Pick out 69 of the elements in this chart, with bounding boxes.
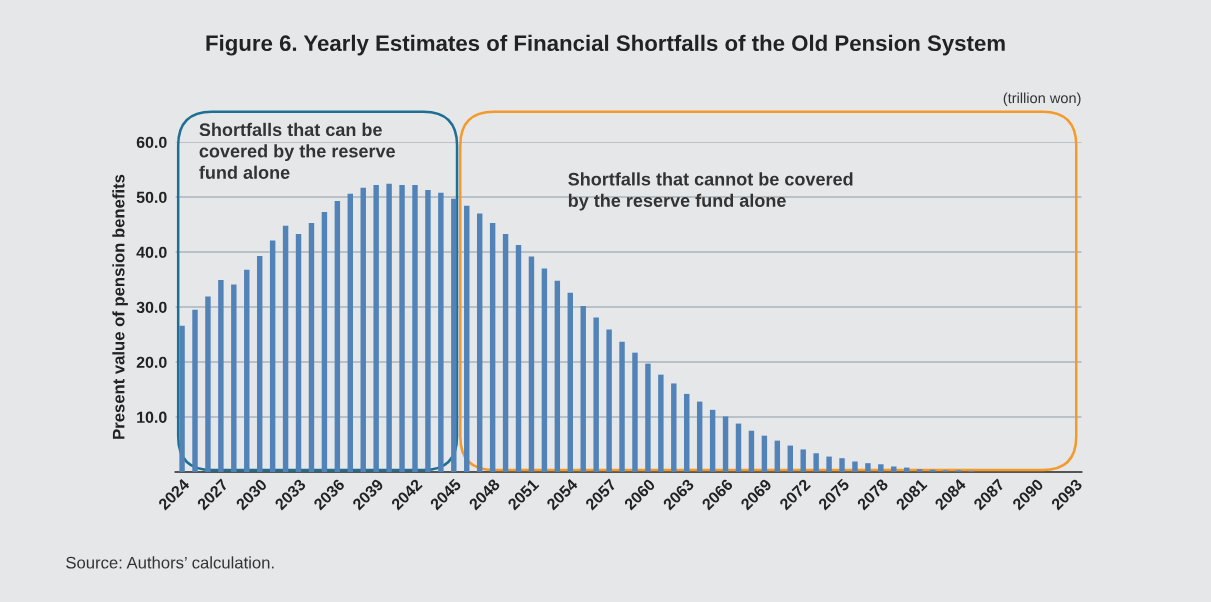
annotation: Shortfalls that can be covered by the reserve fund alone (199, 122, 395, 179)
bar (645, 363, 651, 472)
bar (748, 430, 755, 472)
bar (787, 445, 793, 472)
bar (671, 383, 677, 472)
y-axis-title: Present value of pension benefits (112, 174, 128, 439)
bar (761, 435, 768, 472)
bar (321, 211, 328, 472)
y-tick-label: 40.0 (136, 246, 167, 258)
bar (347, 193, 354, 472)
y-tick-label: 50.0 (136, 191, 167, 203)
y-tick-label: 60.0 (136, 136, 167, 149)
chart-title: Figure 6. Yearly Estimates of Financial Shortfalls of the Old Pension System (206, 34, 1005, 56)
bar (425, 189, 431, 472)
bar (554, 280, 561, 472)
bar (231, 284, 237, 472)
bar (399, 184, 405, 472)
bar (412, 184, 418, 472)
y-tick-label: 10.0 (137, 411, 167, 423)
bar (386, 183, 392, 472)
bar (580, 305, 586, 472)
bar (567, 292, 573, 472)
source-note: Source: Authors’ calculation. (66, 556, 274, 569)
bar (658, 374, 664, 472)
bar (826, 456, 832, 472)
bar (438, 192, 444, 472)
bar (282, 225, 289, 472)
annotation: Shortfalls that cannot be covered by the reserve fund alone (568, 172, 853, 211)
bar (878, 464, 884, 472)
bar (813, 453, 819, 472)
bar (205, 296, 211, 472)
bar (541, 268, 548, 472)
bar (852, 461, 858, 472)
bar (515, 244, 522, 472)
bar (774, 440, 781, 472)
bar (308, 222, 315, 472)
bar (593, 317, 599, 472)
bar (709, 409, 716, 472)
bar (269, 240, 276, 472)
bar (632, 352, 638, 472)
bar (528, 256, 535, 472)
bar (722, 416, 729, 472)
bar (502, 233, 509, 472)
bar (865, 463, 871, 472)
bar (606, 329, 612, 472)
bar (295, 233, 302, 472)
bar (735, 423, 742, 472)
bar (619, 341, 625, 472)
bar (360, 187, 366, 472)
bar (256, 255, 263, 472)
bar (684, 393, 690, 472)
bar (476, 213, 483, 472)
bar (218, 280, 224, 472)
text: (trillion won) (1003, 92, 1081, 107)
bar (373, 184, 379, 472)
y-tick-label: 30.0 (136, 301, 167, 313)
bar (334, 200, 341, 472)
bar (800, 449, 806, 472)
bar (244, 269, 250, 472)
bar (916, 469, 923, 472)
bar (451, 198, 457, 472)
bar (891, 466, 897, 472)
bar (489, 222, 496, 472)
bar (464, 205, 470, 472)
bar (839, 458, 845, 472)
bar (192, 309, 198, 472)
y-tick-label: 20.0 (136, 356, 167, 368)
bar (179, 325, 185, 472)
bar (696, 401, 703, 472)
